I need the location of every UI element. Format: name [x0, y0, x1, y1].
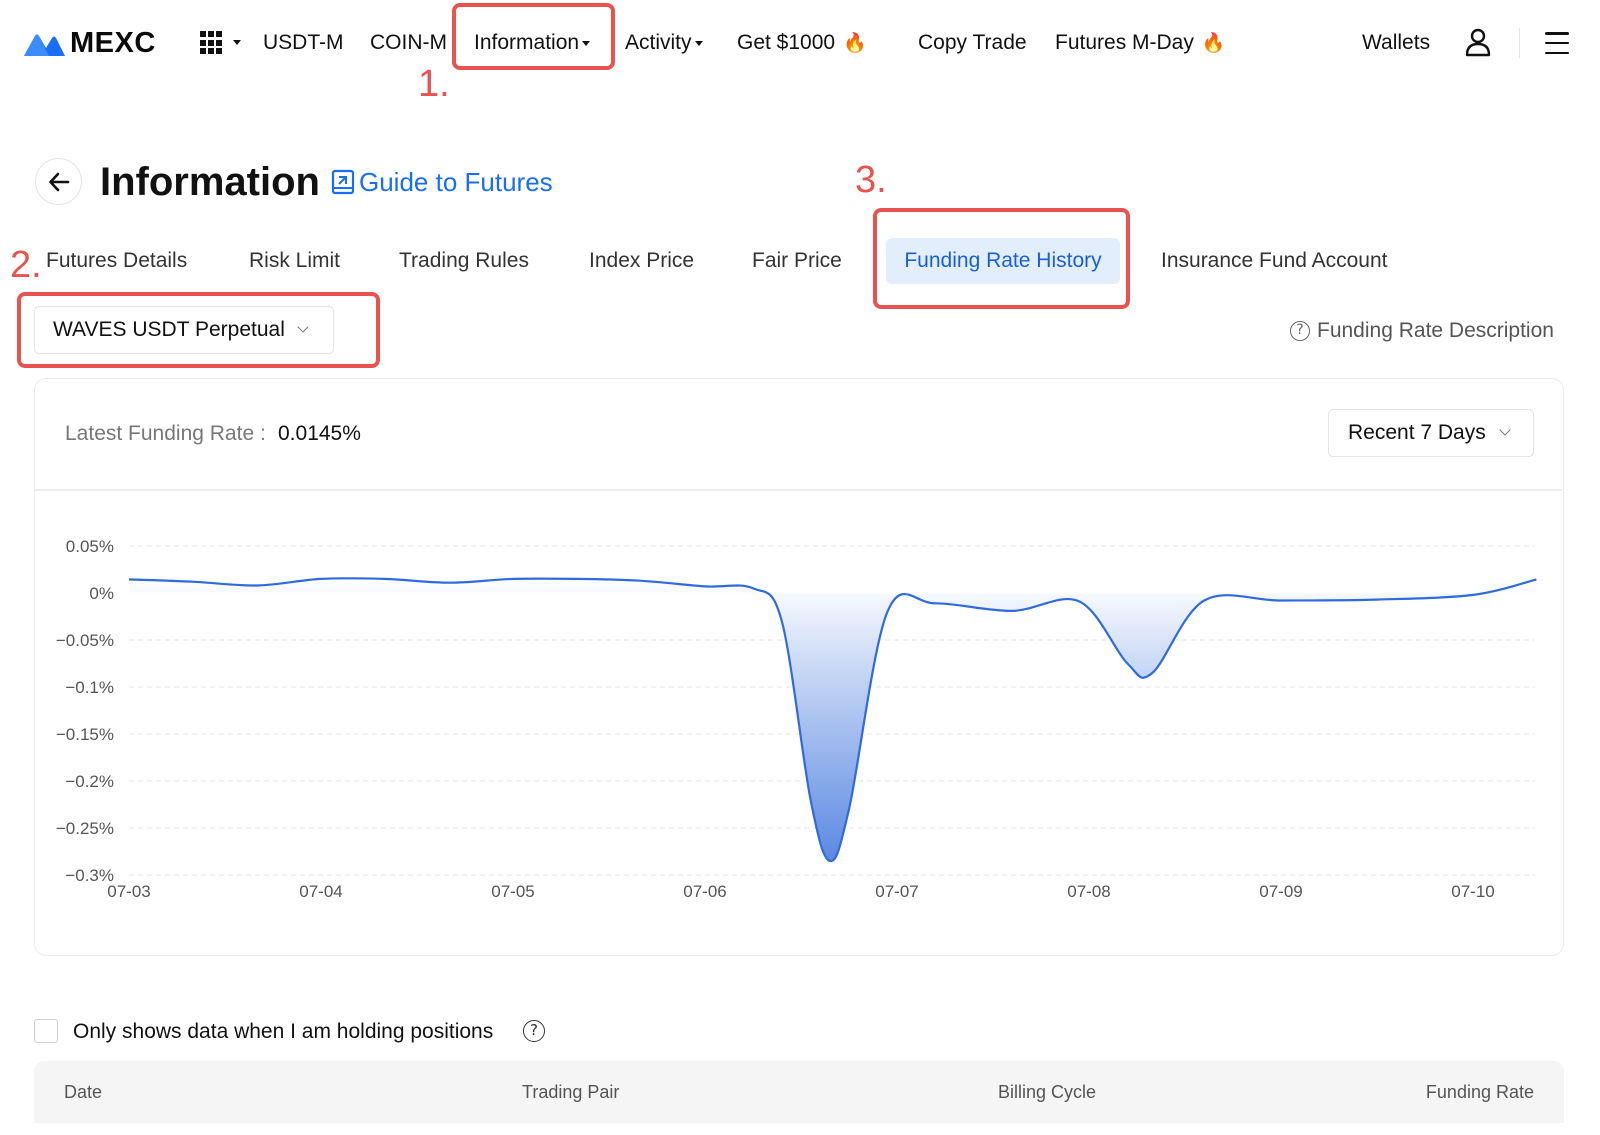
- x-tick-label: 07-09: [1259, 882, 1302, 901]
- question-icon: ?: [1290, 321, 1310, 341]
- contract-select[interactable]: WAVES USDT Perpetual: [34, 306, 334, 354]
- column-header-date: Date: [64, 1082, 103, 1102]
- arrow-left-icon: [48, 172, 69, 191]
- guide-link-label: Guide to Futures: [359, 167, 553, 197]
- mexc-logo-icon: [24, 34, 65, 56]
- card-divider: [35, 489, 1562, 491]
- annotation-box-1: [452, 3, 615, 70]
- x-tick-label: 07-04: [299, 882, 342, 901]
- annotation-label-2: 2.: [10, 244, 42, 286]
- column-header-billing-cycle: Billing Cycle: [998, 1082, 1097, 1102]
- funding-rate-chart-card: Latest Funding Rate : 0.0145% Recent 7 D…: [34, 378, 1564, 956]
- holding-positions-label: Only shows data when I am holding positi…: [73, 1020, 494, 1043]
- nav-wallets[interactable]: Wallets: [1362, 31, 1431, 54]
- back-button[interactable]: [35, 158, 82, 205]
- nav-get-1000[interactable]: Get $1000 🔥: [737, 30, 867, 57]
- y-tick-label: −0.05%: [56, 631, 114, 650]
- nav-futures-m-day[interactable]: Futures M-Day 🔥: [1055, 30, 1226, 57]
- y-tick-label: 0.05%: [66, 537, 114, 556]
- funding-history-table-header: Date Trading Pair Billing Cycle Funding …: [34, 1061, 1564, 1123]
- tab-index-price[interactable]: Index Price: [589, 249, 695, 272]
- tab-insurance-fund-account[interactable]: Insurance Fund Account: [1161, 249, 1388, 272]
- menu-icon[interactable]: [1545, 32, 1569, 54]
- x-tick-label: 07-03: [107, 882, 150, 901]
- nav-usdt-m[interactable]: USDT-M: [263, 31, 344, 54]
- nav-information[interactable]: Information: [474, 30, 591, 56]
- x-tick-label: 07-06: [683, 882, 726, 901]
- tab-trading-rules[interactable]: Trading Rules: [399, 249, 529, 272]
- fire-icon: 🔥: [843, 33, 867, 54]
- annotation-label-3: 3.: [855, 159, 887, 201]
- funding-rate-description-label: Funding Rate Description: [1317, 319, 1554, 342]
- apps-grid-icon[interactable]: [200, 31, 224, 55]
- x-tick-label: 07-07: [875, 882, 918, 901]
- y-tick-label: −0.15%: [56, 725, 114, 744]
- nav-activity[interactable]: Activity: [625, 30, 703, 56]
- user-icon[interactable]: [1464, 27, 1492, 57]
- tab-funding-rate-history[interactable]: Funding Rate History: [886, 238, 1120, 284]
- holding-positions-checkbox[interactable]: [34, 1019, 58, 1043]
- fire-icon: 🔥: [1201, 33, 1226, 54]
- column-header-funding-rate: Funding Rate: [1425, 1082, 1534, 1102]
- column-header-trading-pair: Trading Pair: [522, 1082, 620, 1102]
- chevron-down-icon: [694, 40, 703, 46]
- funding-rate-chart[interactable]: 0.05% 0% −0.05% −0.1% −0.15% −0.2% −0.25% −0.3%…: [35, 379, 1562, 954]
- annotation-box-3: [873, 208, 1130, 309]
- y-tick-label: 0%: [89, 584, 114, 603]
- contract-select-value: WAVES USDT Perpetual: [53, 318, 285, 341]
- chevron-down-icon: [582, 40, 591, 46]
- guide-book-icon: [331, 169, 355, 195]
- nav-coin-m[interactable]: COIN-M: [370, 31, 447, 54]
- tab-futures-details[interactable]: Futures Details: [46, 249, 188, 272]
- x-tick-label: 07-08: [1067, 882, 1110, 901]
- x-tick-label: 07-10: [1451, 882, 1494, 901]
- mexc-logo[interactable]: MEXC: [22, 26, 156, 60]
- nav-divider: [1519, 28, 1520, 58]
- y-tick-label: −0.3%: [65, 866, 114, 885]
- page-title: Information: [100, 160, 320, 204]
- funding-rate-description-link[interactable]: ? Funding Rate Description: [1290, 318, 1554, 344]
- funding-rate-area: [129, 578, 1537, 862]
- latest-funding-rate-label: Latest Funding Rate :: [65, 422, 266, 445]
- latest-funding-rate-value: 0.0145%: [278, 422, 361, 445]
- chevron-down-icon: [297, 321, 309, 333]
- y-tick-label: −0.1%: [65, 678, 114, 697]
- annotation-label-1: 1.: [418, 63, 450, 105]
- funding-rate-line: [128, 577, 1537, 863]
- y-tick-label: −0.25%: [56, 819, 114, 838]
- question-icon[interactable]: ?: [523, 1020, 545, 1042]
- tab-fair-price[interactable]: Fair Price: [752, 249, 842, 272]
- tab-risk-limit[interactable]: Risk Limit: [249, 249, 341, 272]
- x-tick-label: 07-05: [491, 882, 534, 901]
- date-range-value: Recent 7 Days: [1348, 421, 1486, 444]
- brand-name: MEXC: [70, 26, 156, 59]
- nav-copy-trade[interactable]: Copy Trade: [918, 31, 1027, 54]
- top-nav: MEXC USDT-M COIN-M Information Activity …: [0, 0, 1600, 86]
- guide-to-futures-link[interactable]: Guide to Futures: [331, 165, 553, 199]
- chevron-down-icon: [233, 40, 241, 45]
- annotation-box-2: [17, 292, 380, 368]
- y-tick-label: −0.2%: [65, 772, 114, 791]
- date-range-select[interactable]: Recent 7 Days: [1328, 409, 1534, 457]
